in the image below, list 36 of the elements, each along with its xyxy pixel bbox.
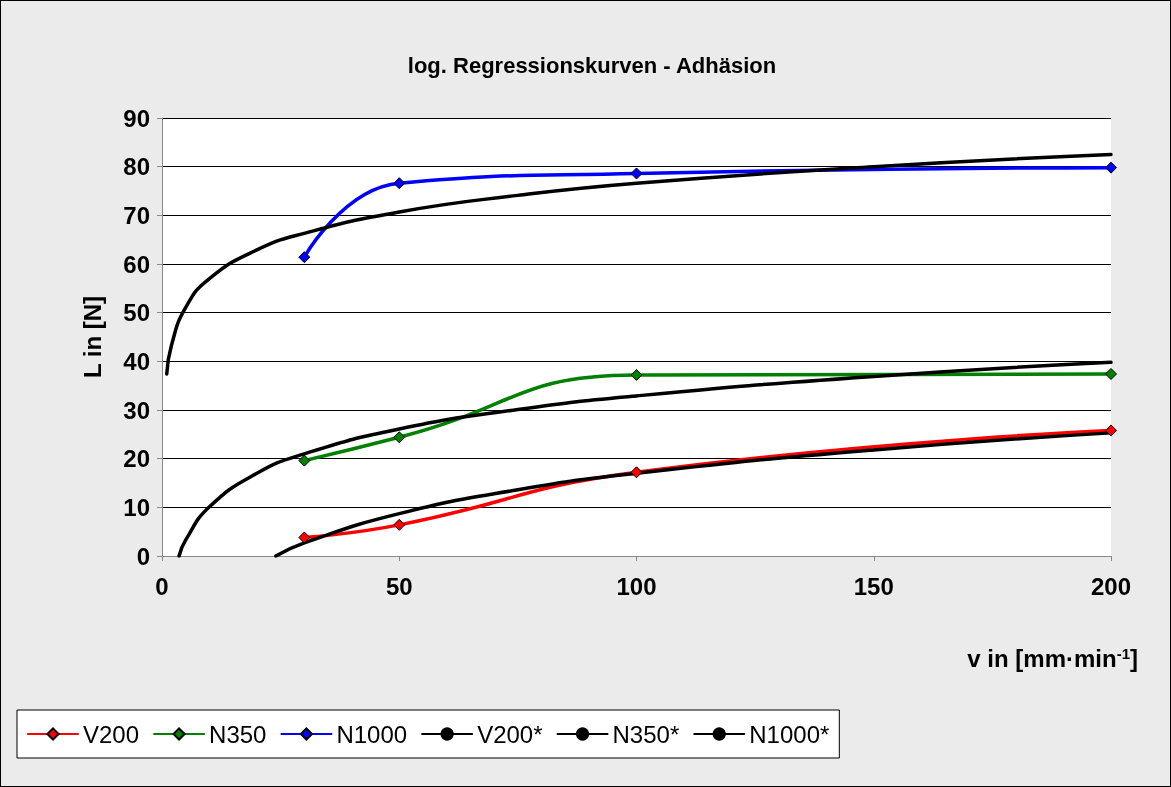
legend-label: V200 bbox=[83, 720, 140, 748]
x-tick-label: 150 bbox=[853, 572, 894, 600]
y-tick-label: 40 bbox=[123, 347, 150, 375]
point bbox=[393, 177, 406, 190]
point bbox=[1105, 161, 1117, 174]
chart-title: log. Regressionskurven - Adhäsion bbox=[407, 52, 777, 78]
y-tick-label: 90 bbox=[123, 104, 150, 132]
point bbox=[393, 431, 406, 444]
x-tick-label: 200 bbox=[1090, 572, 1132, 600]
y-tick-label: 80 bbox=[123, 153, 150, 181]
y-tick-label: 10 bbox=[123, 493, 150, 521]
legend-label: N350 bbox=[209, 720, 267, 748]
legend-label: N350* bbox=[612, 720, 680, 748]
x-tick-label: 0 bbox=[155, 572, 169, 600]
y-tick-label: 50 bbox=[123, 299, 150, 327]
x-tick-label: 50 bbox=[385, 572, 413, 600]
point bbox=[298, 454, 311, 467]
legend-label: N1000* bbox=[749, 720, 830, 748]
legend-label: N1000 bbox=[336, 720, 408, 748]
point bbox=[393, 518, 406, 531]
point bbox=[298, 251, 311, 264]
y-axis-title: L in [N] bbox=[78, 295, 106, 379]
y-tick-label: 70 bbox=[123, 201, 150, 229]
y-tick-label: 20 bbox=[123, 445, 150, 473]
point bbox=[1105, 367, 1117, 380]
point bbox=[630, 466, 643, 479]
y-tick-label: 60 bbox=[123, 250, 150, 278]
y-tick-label: 0 bbox=[136, 542, 150, 570]
line-series bbox=[165, 152, 1113, 376]
point bbox=[1105, 424, 1117, 437]
point bbox=[630, 368, 643, 381]
point bbox=[298, 531, 311, 544]
point bbox=[630, 167, 643, 180]
x-tick-label: 100 bbox=[616, 572, 657, 600]
y-tick-label: 30 bbox=[123, 396, 150, 424]
legend-label: V200* bbox=[477, 720, 543, 748]
